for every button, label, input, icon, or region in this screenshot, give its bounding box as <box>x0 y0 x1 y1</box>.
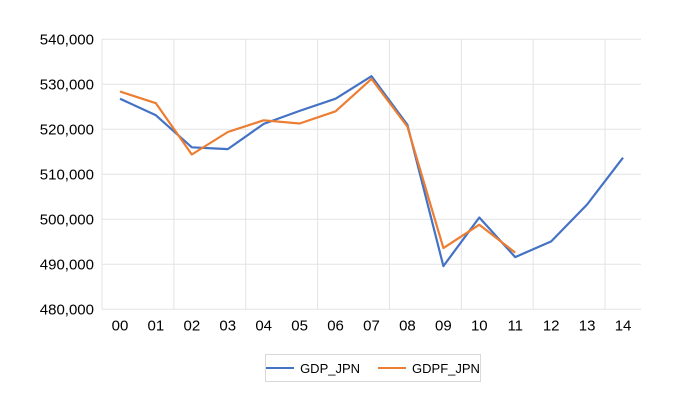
y-tick-label: 490,000 <box>40 256 94 273</box>
legend-swatch <box>266 367 295 369</box>
x-tick-label: 14 <box>615 317 632 334</box>
x-tick-label: 09 <box>435 317 452 334</box>
legend-item-gdpf-jpn: GDPF_JPN <box>378 361 480 376</box>
x-tick-label: 05 <box>291 317 308 334</box>
legend: GDP_JPN GDPF_JPN <box>265 354 481 382</box>
x-tick-label: 00 <box>112 317 129 334</box>
series-line-gdpf-jpn <box>119 77 516 254</box>
x-tick-label: 08 <box>399 317 416 334</box>
y-tick-label: 500,000 <box>40 211 94 228</box>
x-tick-label: 11 <box>507 317 523 334</box>
x-tick-label: 04 <box>255 317 272 334</box>
y-tick-label: 510,000 <box>40 166 94 183</box>
legend-swatch <box>378 367 407 369</box>
x-tick-label: 10 <box>471 317 488 334</box>
x-tick-label: 06 <box>327 317 344 334</box>
x-tick-label: 01 <box>148 317 165 334</box>
legend-label: GDP_JPN <box>300 360 361 376</box>
x-tick-label: 03 <box>219 317 236 334</box>
x-tick-label: 13 <box>579 317 596 334</box>
y-tick-label: 520,000 <box>40 121 94 138</box>
series-line-gdp-jpn <box>119 75 624 268</box>
legend-label: GDPF_JPN <box>412 360 480 376</box>
legend-item-gdp-jpn: GDP_JPN <box>266 361 360 376</box>
x-tick-label: 12 <box>543 317 560 334</box>
x-tick-label: 07 <box>363 317 380 334</box>
y-tick-label: 540,000 <box>40 31 94 48</box>
x-tick-label: 02 <box>183 317 200 334</box>
y-tick-label: 530,000 <box>40 76 94 93</box>
y-tick-label: 480,000 <box>40 301 94 318</box>
